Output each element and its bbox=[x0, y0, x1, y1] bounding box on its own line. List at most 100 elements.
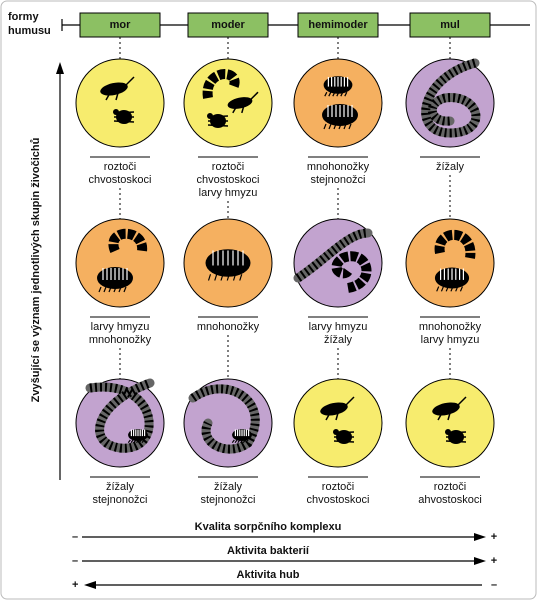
springtail bbox=[432, 402, 460, 416]
worm-bands bbox=[295, 228, 369, 282]
cell-label: žížaly bbox=[214, 481, 243, 493]
springtail bbox=[227, 97, 253, 109]
cell bbox=[405, 58, 495, 148]
gradient-arrow-head bbox=[474, 557, 486, 565]
worm-bands bbox=[89, 378, 154, 453]
column-label: mor bbox=[110, 19, 132, 31]
column-box bbox=[187, 12, 269, 38]
mite-head bbox=[445, 429, 451, 435]
worm-bands bbox=[421, 58, 481, 138]
mite-head bbox=[207, 113, 213, 119]
cell-label: žížaly bbox=[324, 334, 353, 346]
cell-label: stejnonožci bbox=[200, 494, 255, 506]
cell-label: mnohonožky bbox=[89, 334, 152, 346]
leg bbox=[459, 286, 464, 292]
cell-label: ahvostoskoci bbox=[418, 494, 482, 506]
cell bbox=[183, 58, 273, 148]
leg bbox=[113, 286, 117, 293]
leg bbox=[133, 439, 137, 444]
cell-label: stejnonožci bbox=[92, 494, 147, 506]
cell bbox=[75, 378, 165, 468]
leg bbox=[335, 412, 339, 421]
antenna bbox=[457, 396, 467, 406]
leg bbox=[127, 439, 131, 444]
leg bbox=[455, 286, 459, 292]
leg bbox=[232, 106, 238, 114]
gradient-right: – bbox=[491, 579, 497, 591]
gradient-left: + bbox=[72, 579, 78, 591]
cell-label: roztoči bbox=[322, 481, 354, 493]
gradient-left: – bbox=[72, 531, 78, 543]
cell-circle bbox=[293, 58, 383, 148]
cell-label: mnohonožky bbox=[197, 321, 260, 333]
leg bbox=[450, 286, 454, 292]
cell-label: mnohonožky bbox=[307, 161, 370, 173]
leg bbox=[241, 106, 245, 114]
gradient-label: Aktivita bakterií bbox=[227, 545, 310, 557]
leg bbox=[344, 91, 348, 97]
larva bbox=[434, 229, 476, 259]
leg bbox=[136, 439, 140, 444]
column-label: mul bbox=[440, 19, 460, 31]
leg bbox=[348, 123, 352, 130]
cell-label: žížaly bbox=[436, 161, 465, 173]
cell-label: larvy hmyzu bbox=[309, 321, 368, 333]
gradient-arrow-head bbox=[84, 581, 96, 589]
antenna bbox=[345, 396, 355, 406]
leg bbox=[338, 123, 342, 130]
y-axis-label: Zvyšující se význam jednotlivých skupin … bbox=[30, 138, 42, 403]
column-label: moder bbox=[211, 19, 245, 31]
leg bbox=[245, 439, 249, 444]
cell-label: žížaly bbox=[106, 481, 135, 493]
leg bbox=[237, 439, 241, 444]
cell bbox=[183, 378, 273, 468]
gradient-left: – bbox=[72, 555, 78, 567]
leg bbox=[118, 286, 122, 293]
cell-label: stejnonožci bbox=[310, 174, 365, 186]
leg bbox=[324, 91, 328, 97]
leg bbox=[138, 439, 142, 444]
leg bbox=[323, 123, 327, 130]
mite bbox=[116, 110, 132, 124]
leg bbox=[440, 286, 445, 292]
mite-head bbox=[113, 109, 119, 115]
springtail bbox=[100, 82, 128, 96]
gradient-right: + bbox=[491, 555, 497, 567]
leg bbox=[234, 439, 238, 444]
cell bbox=[183, 218, 273, 308]
leg bbox=[130, 439, 134, 444]
mite bbox=[210, 114, 226, 128]
mite-head bbox=[333, 429, 339, 435]
cell-label: mnohonožky bbox=[419, 321, 482, 333]
larva bbox=[108, 228, 148, 253]
cell-circle bbox=[405, 378, 495, 468]
cell-circle bbox=[293, 378, 383, 468]
header-title: humusu bbox=[8, 25, 51, 37]
leg bbox=[447, 412, 451, 421]
leg bbox=[214, 274, 218, 281]
gradient-right: + bbox=[491, 531, 497, 543]
cell bbox=[405, 378, 495, 468]
leg bbox=[207, 274, 212, 281]
leg bbox=[108, 286, 112, 293]
leg bbox=[220, 274, 224, 281]
leg bbox=[333, 123, 337, 130]
leg bbox=[226, 274, 230, 281]
cell-label: chvostoskoci bbox=[89, 174, 152, 186]
leg bbox=[115, 92, 119, 101]
leg bbox=[231, 439, 235, 444]
leg bbox=[325, 412, 331, 421]
leg bbox=[232, 274, 237, 281]
cell-label: roztoči bbox=[434, 481, 466, 493]
leg bbox=[343, 123, 347, 130]
cell-label: larvy hmyzu bbox=[199, 187, 258, 199]
cell-label: roztoči bbox=[104, 161, 136, 173]
leg bbox=[242, 439, 246, 444]
cell bbox=[75, 58, 165, 148]
cell-label: roztoči bbox=[212, 161, 244, 173]
leg bbox=[328, 123, 332, 130]
cell-label: chvostoskoci bbox=[307, 494, 370, 506]
leg bbox=[239, 274, 243, 281]
gradient-arrow-head bbox=[474, 533, 486, 541]
